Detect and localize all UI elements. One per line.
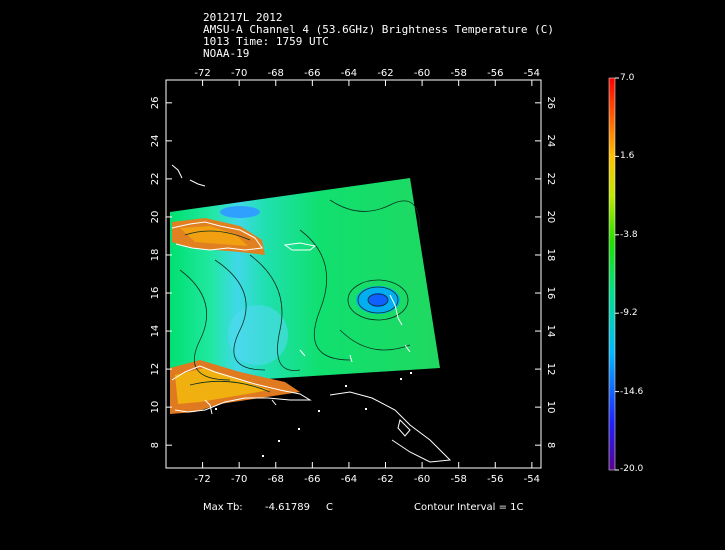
lat-label-left-3: 14 — [150, 325, 161, 338]
island-dots — [215, 372, 412, 457]
lat-label-right-3: 14 — [545, 325, 556, 338]
colorbar-label-0: 7.0 — [620, 73, 635, 83]
warm-hispaniola-core — [180, 226, 248, 246]
cold-patch-central — [228, 305, 288, 365]
colorbar-label-4: -14.6 — [620, 387, 644, 397]
lon-label-bottom-8: -56 — [487, 474, 503, 485]
contour-interval: Contour Interval = 1C — [414, 502, 524, 513]
lat-label-left-2: 12 — [150, 363, 161, 376]
colorbar-label-5: -20.0 — [620, 464, 644, 474]
lat-label-left-1: 10 — [150, 401, 161, 414]
lat-label-right-5: 18 — [545, 249, 556, 262]
lon-label-top-7: -58 — [451, 68, 467, 79]
lat-label-left-6: 20 — [150, 211, 161, 224]
warm-south-core — [175, 368, 270, 404]
title-line-2: AMSU-A Channel 4 (53.6GHz) Brightness Te… — [203, 23, 554, 36]
lon-label-top-3: -66 — [304, 68, 320, 79]
lat-label-left-0: 8 — [150, 442, 161, 448]
title-line-1: 201217L 2012 — [203, 11, 283, 24]
lon-label-bottom-4: -64 — [341, 474, 357, 485]
cold-patch-north — [220, 206, 260, 218]
lat-label-right-1: 10 — [545, 401, 556, 414]
lon-label-bottom-1: -70 — [231, 474, 247, 485]
lat-label-right-0: 8 — [545, 442, 556, 448]
lon-label-top-4: -64 — [341, 68, 357, 79]
map-frame — [165, 79, 542, 469]
data-swath — [170, 164, 452, 463]
max-tb-unit: C — [326, 502, 333, 513]
lon-label-top-1: -70 — [231, 68, 247, 79]
lon-label-bottom-6: -60 — [414, 474, 430, 485]
lon-label-top-5: -62 — [377, 68, 393, 79]
lat-label-left-7: 22 — [150, 173, 161, 186]
lon-label-bottom-5: -62 — [377, 474, 393, 485]
swath-field — [170, 178, 440, 385]
max-tb-label: Max Tb: — [203, 502, 243, 513]
lon-label-bottom-3: -66 — [304, 474, 320, 485]
lat-label-right-9: 26 — [545, 96, 556, 109]
lon-label-top-0: -72 — [194, 68, 210, 79]
cold-spot-core — [368, 293, 388, 307]
lat-label-right-6: 20 — [545, 211, 556, 224]
max-tb-value: -4.61789 — [265, 502, 310, 513]
lat-label-left-8: 24 — [150, 134, 161, 147]
colorbar-label-3: -9.2 — [620, 308, 638, 318]
title-line-3: 1013 Time: 1759 UTC — [203, 35, 329, 48]
lat-label-left-9: 26 — [150, 96, 161, 109]
axis-ticks: -72 -72 -70 -70 -68 -68 -66 -66 -64 -64 -62 -62 -60 -… — [150, 68, 619, 485]
lon-label-bottom-9: -54 — [524, 474, 540, 485]
lon-label-bottom-0: -72 — [194, 474, 210, 485]
colorbar-label-2: -3.8 — [620, 230, 638, 240]
lat-label-right-4: 16 — [545, 287, 556, 300]
lat-label-right-8: 24 — [545, 134, 556, 147]
lon-label-top-6: -60 — [414, 68, 430, 79]
lon-label-top-8: -56 — [487, 68, 503, 79]
lon-label-top-9: -54 — [524, 68, 540, 79]
coastlines — [171, 164, 452, 463]
lon-label-bottom-7: -58 — [451, 474, 467, 485]
lat-label-right-7: 22 — [545, 173, 556, 186]
colorbar — [609, 78, 615, 470]
colorbar-frame — [608, 77, 616, 471]
title-line-4: NOAA-19 — [203, 47, 250, 60]
lat-label-left-5: 18 — [150, 249, 161, 262]
lat-label-left-4: 16 — [150, 287, 161, 300]
colorbar-label-1: 1.6 — [620, 151, 635, 161]
lat-label-right-2: 12 — [545, 363, 556, 376]
contours — [179, 199, 421, 393]
lon-label-bottom-2: -68 — [268, 474, 284, 485]
lon-label-top-2: -68 — [268, 68, 284, 79]
